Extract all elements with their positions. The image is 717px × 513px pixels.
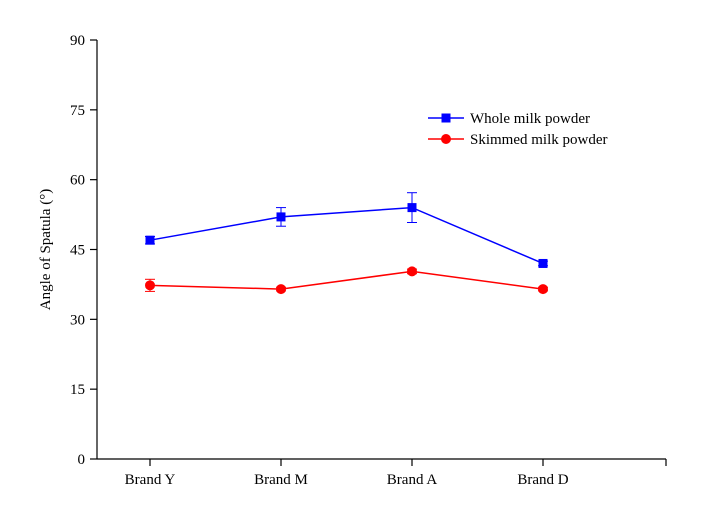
legend-marker-circle <box>441 134 451 144</box>
x-tick-label: Brand Y <box>125 472 176 488</box>
data-point-circle <box>145 280 155 291</box>
data-point-square <box>407 203 417 213</box>
chart-axes <box>96 40 666 460</box>
data-point-circle <box>538 284 548 295</box>
data-point-square <box>145 235 155 245</box>
y-tick-label: 45 <box>70 243 85 259</box>
x-tick-label: Brand A <box>387 472 438 488</box>
series-line <box>149 206 544 265</box>
legend-label: Skimmed milk powder <box>470 132 608 148</box>
x-ticks: Brand Y Brand M Brand A Brand D <box>125 459 667 488</box>
legend-label: Whole milk powder <box>470 111 590 127</box>
data-point-circle <box>276 284 286 295</box>
y-tick-label: 60 <box>70 173 85 189</box>
series-line <box>149 270 544 290</box>
y-ticks: 0 15 30 45 60 75 90 <box>70 33 97 468</box>
series-2 <box>145 266 548 295</box>
legend-marker-square <box>441 113 451 123</box>
series-layer <box>145 192 548 295</box>
y-axis-title: Angle of Spatula (°) <box>38 189 54 310</box>
x-tick-label: Brand M <box>254 472 308 488</box>
legend-item: Whole milk powder <box>428 111 590 127</box>
y-tick-label: 0 <box>78 452 86 468</box>
y-tick-label: 30 <box>70 312 85 328</box>
y-tick-label: 75 <box>70 103 85 119</box>
legend-item: Skimmed milk powder <box>428 132 608 148</box>
y-tick-label: 90 <box>70 33 85 49</box>
data-point-square <box>276 212 286 222</box>
series-1 <box>145 192 548 268</box>
data-point-circle <box>407 266 417 277</box>
data-point-square <box>538 258 548 268</box>
y-tick-label: 15 <box>70 382 85 398</box>
x-tick-label: Brand D <box>517 472 568 488</box>
legend: Whole milk powder Skimmed milk powder <box>428 111 608 148</box>
